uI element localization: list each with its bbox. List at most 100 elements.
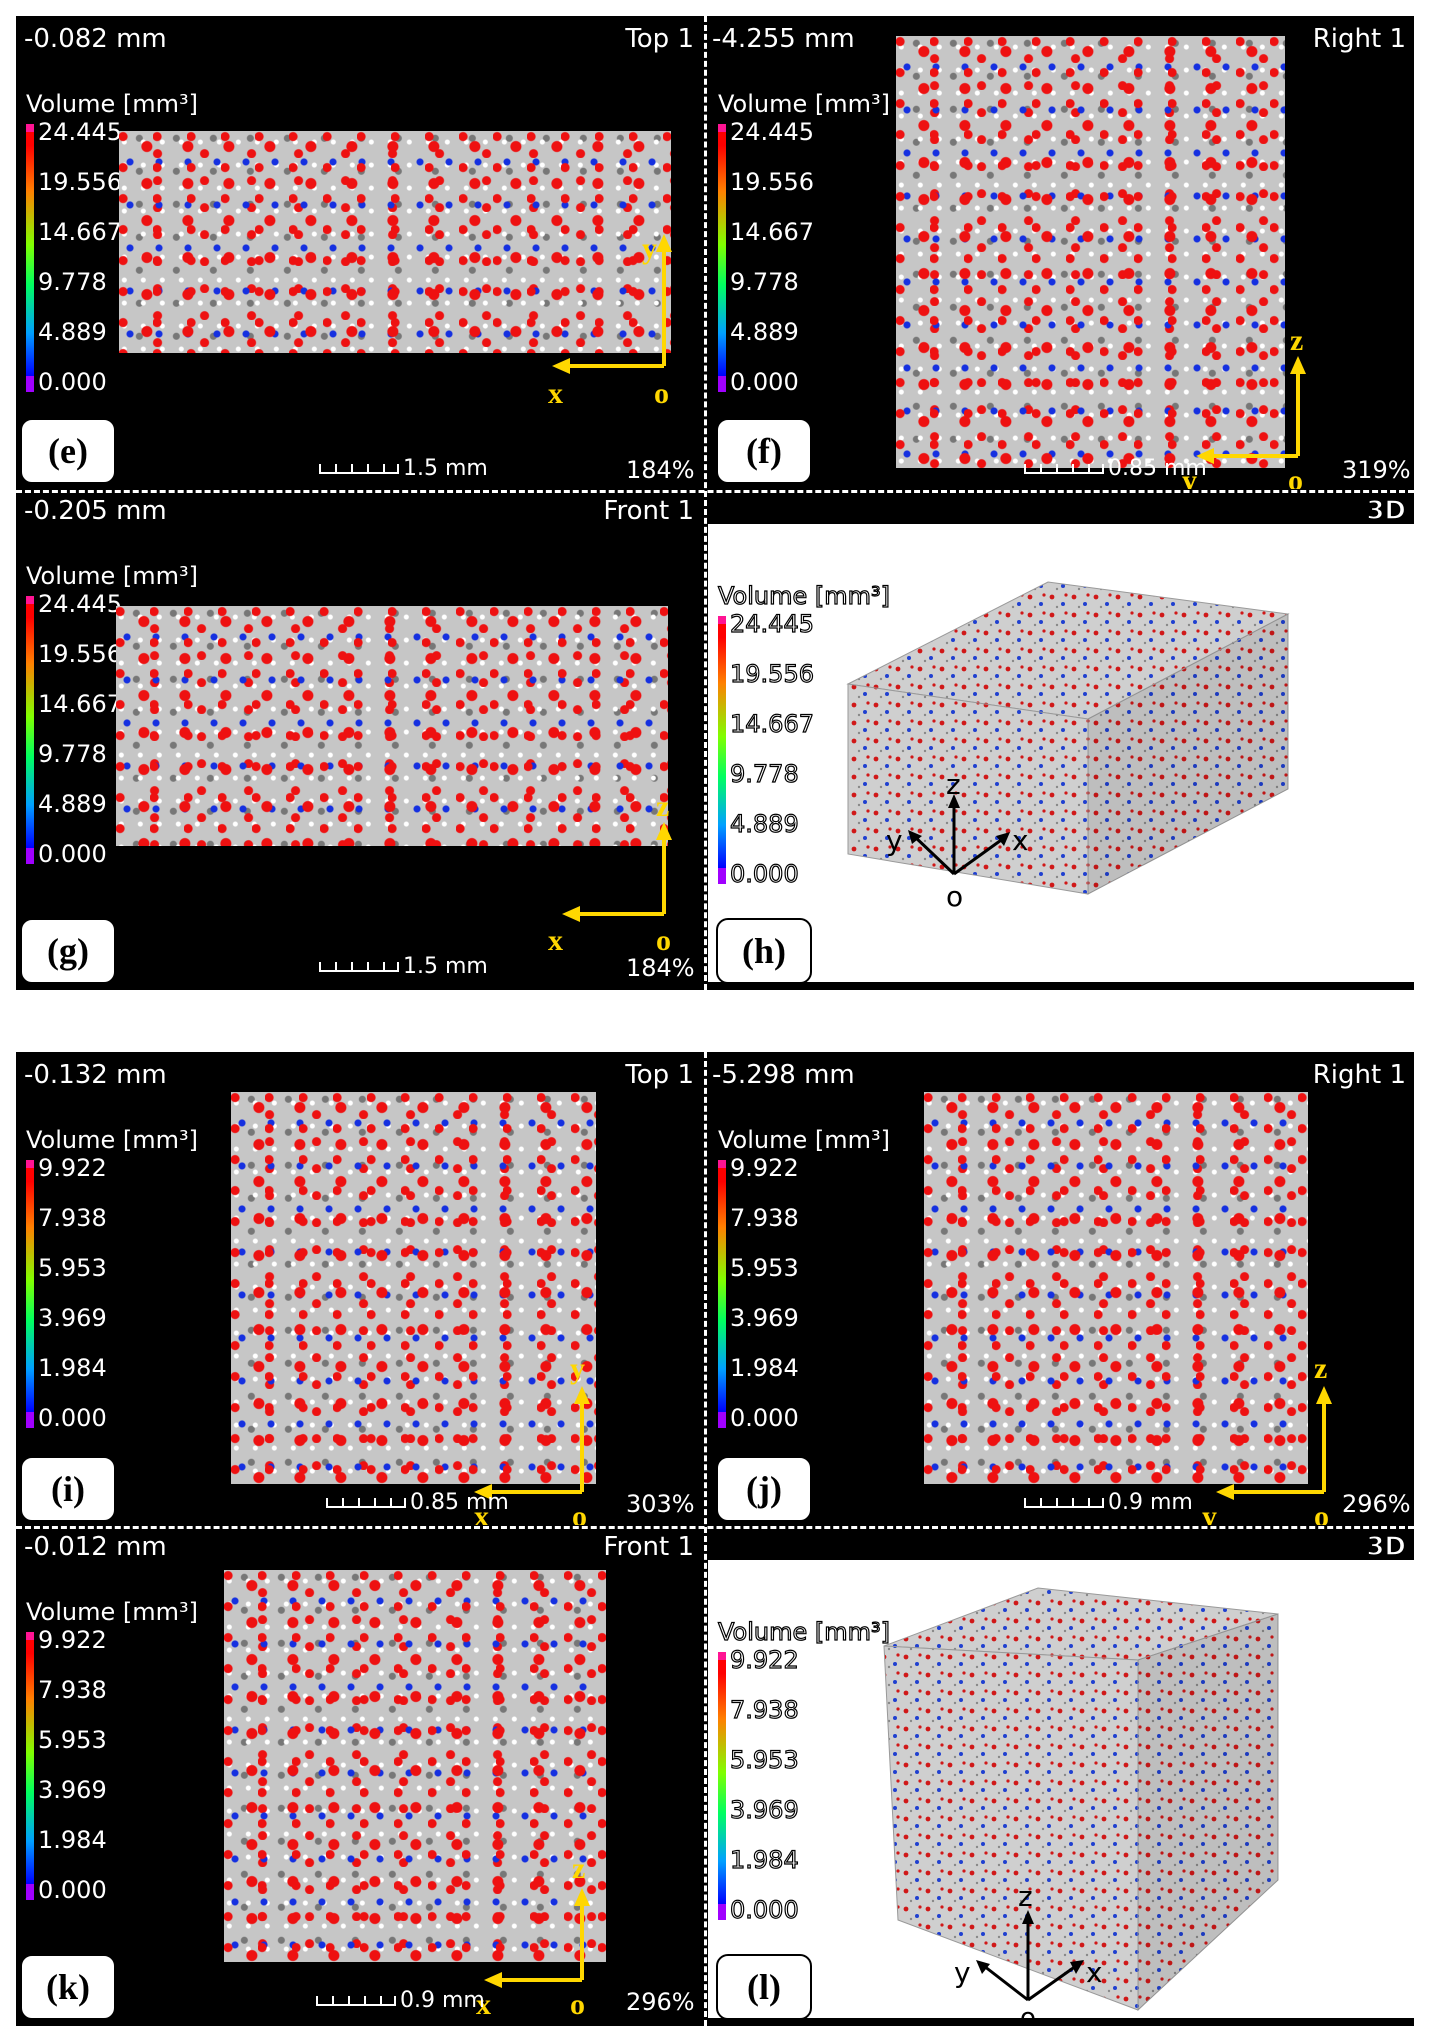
slice-position: -4.255 mm [712, 24, 855, 54]
scale-bar-label: 0.9 mm [1108, 1490, 1193, 1515]
view-name: Top 1 [625, 24, 694, 54]
axis-label-z: z [1018, 1880, 1033, 1913]
bottom-rule [708, 2018, 1414, 2026]
legend-tick: 7.938 [38, 1204, 107, 1232]
axis-gizmo: y x o [474, 1352, 590, 1525]
legend-tick: 1.984 [38, 1826, 107, 1854]
view-name: Front 1 [603, 496, 694, 526]
slice-position: -0.132 mm [24, 1060, 167, 1090]
legend-tick: 9.778 [730, 268, 799, 296]
legend-tick: 9.922 [38, 1154, 107, 1182]
legend-tick: 0.000 [729, 1895, 799, 1924]
panel-g-front-view: -0.205 mm Front 1 Volume [mm³] 24.445 19… [16, 494, 702, 990]
legend-tick: 5.953 [730, 1254, 799, 1282]
axis-label-v: z [1314, 1352, 1327, 1385]
view-header [708, 1530, 1414, 1560]
axis-label-x: x [1086, 1956, 1103, 1989]
slice-position: -0.082 mm [24, 24, 167, 54]
legend-tick: 1.984 [730, 1354, 799, 1382]
legend-tick: 9.922 [729, 1645, 799, 1674]
legend-tick: 1.984 [729, 1845, 799, 1874]
legend-tick: 19.556 [730, 168, 814, 196]
slice-position: -5.298 mm [712, 1060, 855, 1090]
colorbar [26, 1632, 34, 1900]
ct-slice-image [231, 1092, 596, 1484]
panel-label: (l) [716, 1954, 812, 2020]
legend-title: Volume [mm³] [26, 90, 198, 118]
axis-label-h: x [548, 377, 563, 410]
axis-label-y: y [954, 1956, 971, 1989]
axis-label-h: x [548, 924, 563, 957]
legend-tick: 0.000 [730, 1404, 799, 1432]
legend-tick: 9.922 [730, 1154, 799, 1182]
legend-title: Volume [mm³] [26, 1126, 198, 1154]
axis-label-h: y [1202, 1500, 1217, 1525]
scale-bar: 0.85 mm [326, 1490, 509, 1515]
colorbar [718, 1652, 726, 1920]
colorbar [718, 124, 726, 392]
legend-tick: 9.922 [38, 1626, 107, 1654]
vertical-divider [704, 1052, 707, 2026]
legend-tick: 24.445 [38, 118, 122, 146]
zoom-level: 319% [1342, 456, 1411, 484]
legend-tick: 7.938 [730, 1204, 799, 1232]
ct-slice-image [896, 36, 1285, 468]
legend-tick: 0.000 [38, 1404, 107, 1432]
legend-tick: 4.889 [38, 318, 107, 346]
scale-bar: 1.5 mm [319, 954, 488, 979]
legend-tick: 5.953 [38, 1254, 107, 1282]
legend-tick: 19.556 [38, 640, 122, 668]
legend-tick: 5.953 [38, 1726, 107, 1754]
scale-bar-graphic [1024, 464, 1104, 474]
panel-label: (i) [20, 1456, 116, 1522]
axis-gizmo: z y o [1182, 324, 1306, 489]
legend-tick: 3.969 [38, 1304, 107, 1332]
axis-origin: o [570, 1988, 585, 2020]
legend-tick: 7.938 [729, 1695, 799, 1724]
axis-label-v: y [570, 1352, 585, 1385]
scale-bar: 0.9 mm [316, 1988, 485, 2013]
legend-tick: 0.000 [730, 368, 799, 396]
bottom-rule [708, 982, 1414, 990]
legend-tick: 0.000 [729, 859, 799, 888]
legend-tick: 4.889 [38, 790, 107, 818]
horizontal-divider [16, 1526, 1414, 1529]
zoom-level: 296% [1342, 1490, 1411, 1518]
horizontal-divider [16, 490, 1414, 493]
legend-tick: 9.778 [38, 268, 107, 296]
view-name: Right 1 [1312, 24, 1406, 54]
axis-origin: o [1314, 1500, 1329, 1525]
view-name: 3D [1366, 495, 1407, 527]
legend-tick: 14.667 [729, 709, 814, 738]
ct-slice-image [924, 1092, 1308, 1484]
panel-label: (f) [716, 418, 812, 484]
axis-label-v: z [656, 790, 669, 823]
legend-title: Volume [mm³] [717, 581, 890, 610]
legend-tick: 5.953 [729, 1745, 799, 1774]
legend-title: Volume [mm³] [26, 1598, 198, 1626]
slice-position: -0.012 mm [24, 1532, 167, 1562]
scale-bar-graphic [326, 1498, 406, 1508]
axis-label-h: y [1182, 464, 1197, 489]
scale-bar-graphic [319, 464, 399, 474]
3d-volume-render: z y x o [846, 581, 1290, 913]
colorbar [718, 616, 726, 884]
zoom-level: 296% [626, 1988, 695, 2016]
legend-title: Volume [mm³] [718, 90, 890, 118]
axis-gizmo: z x o [476, 1852, 590, 2020]
scale-bar-label: 0.85 mm [410, 1490, 509, 1515]
axis-origin: o [656, 924, 671, 957]
colorbar [26, 1160, 34, 1428]
legend-tick: 0.000 [38, 1876, 107, 1904]
scale-bar: 0.9 mm [1024, 1490, 1193, 1515]
figure-group-2: -0.132 mm Top 1 Volume [mm³] 9.922 7.938… [16, 1052, 1414, 2026]
axis-origin: o [654, 377, 669, 410]
colorbar [718, 1160, 726, 1428]
legend-title: Volume [mm³] [717, 1617, 890, 1646]
slice-position: -0.205 mm [24, 496, 167, 526]
view-name: Right 1 [1312, 1060, 1406, 1090]
scale-bar-graphic [316, 1996, 396, 2006]
colorbar [26, 596, 34, 864]
axis-label-z: z [946, 768, 961, 801]
scale-bar: 0.85 mm [1024, 456, 1207, 481]
